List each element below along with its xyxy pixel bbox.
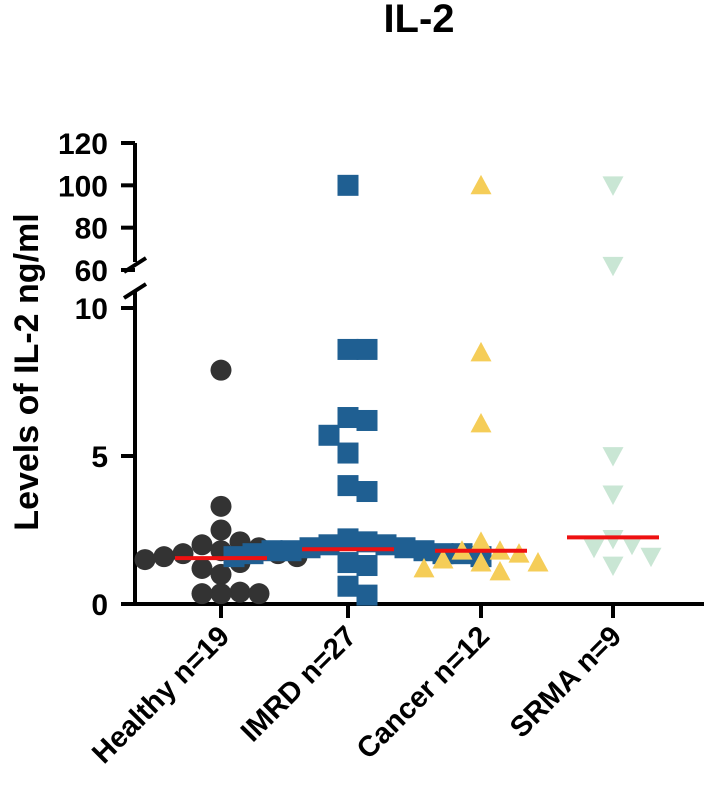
- data-point: [640, 547, 662, 568]
- data-point: [602, 176, 624, 196]
- data-point: [394, 537, 416, 559]
- median-lines: [175, 535, 659, 561]
- category-label: Cancer n=12: [351, 620, 496, 765]
- data-point: [356, 584, 378, 606]
- chart-title: IL-2: [383, 0, 454, 41]
- data-point: [489, 560, 511, 581]
- data-points: [134, 174, 662, 606]
- data-point: [172, 543, 194, 565]
- data-point: [318, 534, 340, 556]
- data-point: [356, 481, 378, 503]
- data-point: [191, 557, 213, 579]
- data-point: [470, 341, 492, 362]
- axes: 0 5 10 60 80 100 120: [58, 128, 704, 622]
- category-label: Healthy n=19: [86, 620, 236, 770]
- category-label: IMRD n=27: [235, 620, 363, 748]
- y-tick-label: 10: [75, 293, 108, 326]
- y-tick-label: 80: [75, 213, 108, 246]
- data-point: [602, 529, 624, 550]
- data-point: [337, 407, 359, 429]
- data-point: [337, 575, 359, 597]
- data-point: [621, 535, 643, 556]
- data-point: [337, 338, 359, 360]
- data-point: [432, 549, 454, 569]
- data-point: [210, 563, 232, 585]
- data-point: [583, 538, 605, 559]
- y-axis-break-mark: [122, 282, 148, 300]
- y-tick-label: 120: [58, 128, 108, 161]
- data-point: [602, 447, 624, 467]
- data-point: [527, 552, 549, 572]
- data-point: [153, 546, 175, 568]
- data-point: [337, 475, 359, 497]
- data-point: [602, 485, 624, 505]
- data-point: [337, 552, 359, 574]
- y-tick-label: 100: [58, 170, 108, 203]
- data-point: [375, 534, 397, 556]
- category-label: SRMA n=9: [504, 620, 628, 744]
- data-point: [280, 540, 302, 562]
- data-point: [413, 557, 435, 578]
- data-point: [134, 549, 156, 571]
- data-point: [191, 583, 213, 605]
- data-point: [191, 534, 213, 556]
- y-tick-label: 60: [75, 255, 108, 288]
- data-point: [470, 174, 492, 195]
- data-point: [337, 442, 359, 464]
- y-axis-label: Levels of IL-2 ng/ml: [8, 213, 46, 530]
- data-point: [602, 256, 624, 277]
- data-point: [470, 552, 492, 572]
- data-point: [337, 528, 359, 550]
- data-point: [261, 540, 283, 562]
- data-point: [356, 409, 378, 431]
- data-point: [508, 543, 530, 563]
- data-point: [318, 424, 340, 446]
- data-point: [470, 531, 492, 551]
- data-point: [413, 540, 435, 562]
- y-tick-label: 0: [91, 589, 108, 622]
- data-point: [337, 174, 359, 196]
- data-point: [356, 531, 378, 553]
- data-point: [210, 519, 232, 541]
- data-point: [210, 583, 232, 605]
- data-point: [242, 543, 264, 565]
- data-point: [602, 556, 624, 577]
- data-point: [210, 359, 232, 381]
- data-point: [229, 581, 251, 603]
- data-point: [356, 338, 378, 360]
- data-point: [248, 583, 270, 605]
- data-point: [210, 495, 232, 517]
- y-tick-label: 5: [91, 441, 108, 474]
- data-point: [470, 412, 492, 433]
- data-point: [356, 555, 378, 577]
